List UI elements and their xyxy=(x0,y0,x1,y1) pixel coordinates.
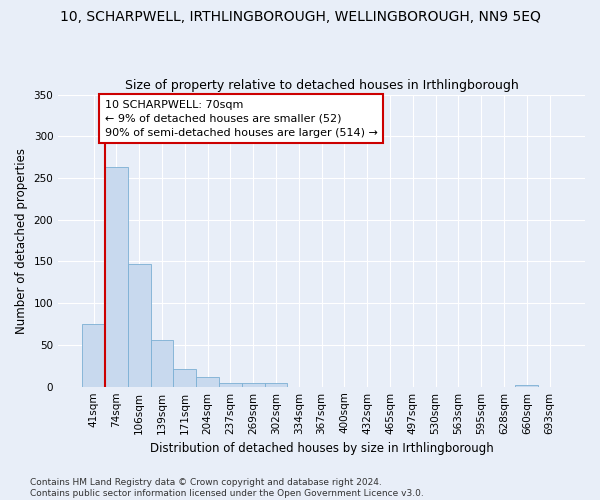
Bar xyxy=(515,385,538,386)
Bar xyxy=(219,384,242,386)
X-axis label: Distribution of detached houses by size in Irthlingborough: Distribution of detached houses by size … xyxy=(150,442,493,455)
Bar xyxy=(151,340,173,386)
Title: Size of property relative to detached houses in Irthlingborough: Size of property relative to detached ho… xyxy=(125,79,518,92)
Y-axis label: Number of detached properties: Number of detached properties xyxy=(15,148,28,334)
Bar xyxy=(265,384,287,386)
Text: 10, SCHARPWELL, IRTHLINGBOROUGH, WELLINGBOROUGH, NN9 5EQ: 10, SCHARPWELL, IRTHLINGBOROUGH, WELLING… xyxy=(59,10,541,24)
Text: Contains HM Land Registry data © Crown copyright and database right 2024.
Contai: Contains HM Land Registry data © Crown c… xyxy=(30,478,424,498)
Text: 10 SCHARPWELL: 70sqm
← 9% of detached houses are smaller (52)
90% of semi-detach: 10 SCHARPWELL: 70sqm ← 9% of detached ho… xyxy=(105,100,378,138)
Bar xyxy=(242,384,265,386)
Bar xyxy=(196,378,219,386)
Bar xyxy=(128,264,151,386)
Bar xyxy=(105,167,128,386)
Bar xyxy=(173,369,196,386)
Bar xyxy=(82,324,105,386)
